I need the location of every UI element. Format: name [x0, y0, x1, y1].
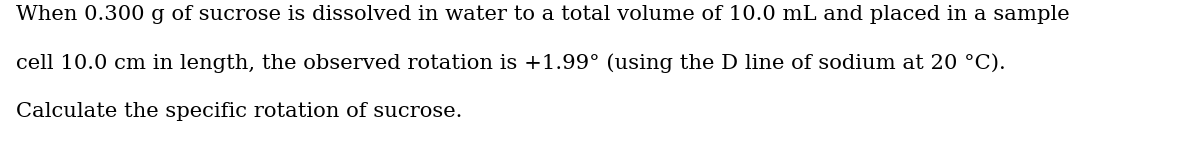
Text: cell 10.0 cm in length, the observed rotation is +1.99° (using the D line of sod: cell 10.0 cm in length, the observed rot… — [16, 53, 1006, 73]
Text: When 0.300 g of sucrose is dissolved in water to a total volume of 10.0 mL and p: When 0.300 g of sucrose is dissolved in … — [16, 5, 1069, 24]
Text: Calculate the specific rotation of sucrose.: Calculate the specific rotation of sucro… — [16, 102, 462, 121]
